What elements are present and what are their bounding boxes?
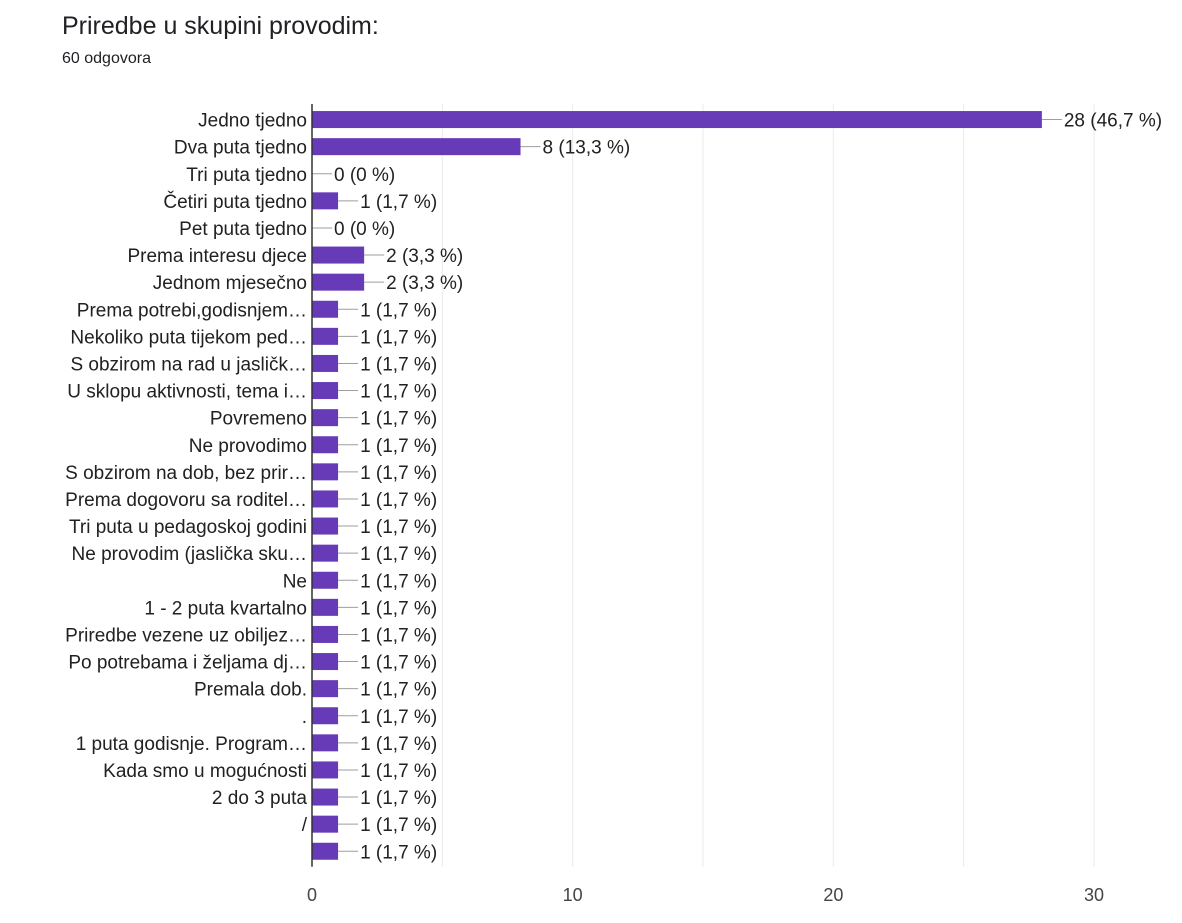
data-label: 28 (46,7 %) [1064, 111, 1162, 132]
data-label: 1 (1,7 %) [360, 761, 437, 782]
data-label: 1 (1,7 %) [360, 300, 437, 321]
category-label: Jedno tjedno [198, 111, 307, 132]
bar [312, 598, 339, 616]
bar [312, 544, 339, 562]
category-label: / [302, 815, 308, 836]
bar [312, 517, 339, 535]
category-label: Ne provodim (jaslička sku… [72, 544, 307, 565]
x-tick-label: 0 [307, 885, 317, 905]
category-label: Dva puta tjedno [174, 138, 307, 159]
category-label: S obzirom na rad u jasličk… [70, 354, 307, 375]
category-label: S obzirom na dob, bez prir… [65, 463, 307, 484]
category-label: Pet puta tjedno [179, 219, 307, 240]
bar [312, 734, 339, 752]
category-label: 1 - 2 puta kvartalno [144, 598, 307, 619]
data-label: 1 (1,7 %) [360, 409, 437, 430]
bar [312, 463, 339, 481]
category-label: Kada smo u mogućnosti [103, 761, 307, 782]
category-label: Priredbe vezene uz obiljez… [65, 625, 307, 646]
category-label: Ne provodimo [189, 436, 307, 457]
data-label: 1 (1,7 %) [360, 734, 437, 755]
bar [312, 327, 339, 345]
category-label: Tri puta tjedno [186, 165, 307, 186]
category-label: Četiri puta tjedno [163, 191, 307, 213]
data-label: 1 (1,7 %) [360, 517, 437, 538]
bar [312, 788, 339, 806]
category-label: U sklopu aktivnosti, tema i… [67, 382, 307, 403]
category-label: Premala dob. [194, 680, 307, 701]
bar [312, 842, 339, 860]
response-count: 60 odgovora [62, 50, 151, 67]
data-label: 1 (1,7 %) [360, 815, 437, 836]
data-label: 1 (1,7 %) [360, 680, 437, 701]
bar [312, 300, 339, 318]
data-label: 0 (0 %) [334, 219, 395, 240]
bar [312, 354, 339, 372]
data-label: 1 (1,7 %) [360, 192, 437, 213]
bar [312, 815, 339, 833]
x-tick-label: 20 [823, 885, 843, 905]
category-label: 2 do 3 puta [212, 788, 308, 809]
data-label: 1 (1,7 %) [360, 707, 437, 728]
x-tick-label: 10 [563, 885, 583, 905]
bar [312, 707, 339, 725]
bar [312, 138, 521, 156]
data-label: 2 (3,3 %) [386, 273, 463, 294]
bar [312, 490, 339, 508]
data-label: 2 (3,3 %) [386, 246, 463, 267]
category-label: Ne [283, 571, 307, 592]
bar [312, 382, 339, 400]
bar [312, 625, 339, 643]
bar [312, 436, 339, 454]
bar [312, 653, 339, 671]
data-label: 1 (1,7 %) [360, 327, 437, 348]
data-label: 8 (13,3 %) [543, 138, 631, 159]
category-label: 1 puta godisnje. Program… [76, 734, 307, 755]
bar [312, 273, 365, 291]
category-label: Prema interesu djece [127, 246, 307, 267]
data-label: 1 (1,7 %) [360, 436, 437, 457]
category-label: Prema dogovoru sa roditel… [65, 490, 307, 511]
category-label: Jednom mjesečno [153, 273, 307, 294]
category-label: Povremeno [210, 409, 307, 430]
data-label: 1 (1,7 %) [360, 788, 437, 809]
category-label: Tri puta u pedagoskoj godini [69, 517, 307, 538]
data-label: 1 (1,7 %) [360, 625, 437, 646]
bar [312, 409, 339, 427]
category-label: Prema potrebi,godisnjem… [77, 300, 307, 321]
category-label: . [302, 707, 307, 728]
data-label: 1 (1,7 %) [360, 382, 437, 403]
data-label: 1 (1,7 %) [360, 544, 437, 565]
data-label: 1 (1,7 %) [360, 598, 437, 619]
bar [312, 246, 365, 264]
data-label: 1 (1,7 %) [360, 463, 437, 484]
category-label: Nekoliko puta tijekom ped… [70, 327, 307, 348]
bar [312, 192, 339, 210]
bar [312, 761, 339, 779]
data-label: 1 (1,7 %) [360, 354, 437, 375]
data-label: 1 (1,7 %) [360, 653, 437, 674]
bar [312, 680, 339, 698]
x-tick-label: 30 [1084, 885, 1104, 905]
data-label: 1 (1,7 %) [360, 842, 437, 863]
chart-title: Priredbe u skupini provodim: [62, 12, 379, 40]
data-label: 1 (1,7 %) [360, 571, 437, 592]
data-label: 1 (1,7 %) [360, 490, 437, 511]
category-label: Po potrebama i željama dj… [68, 653, 307, 674]
data-label: 0 (0 %) [334, 165, 395, 186]
bar [312, 111, 1042, 129]
bar [312, 571, 339, 589]
